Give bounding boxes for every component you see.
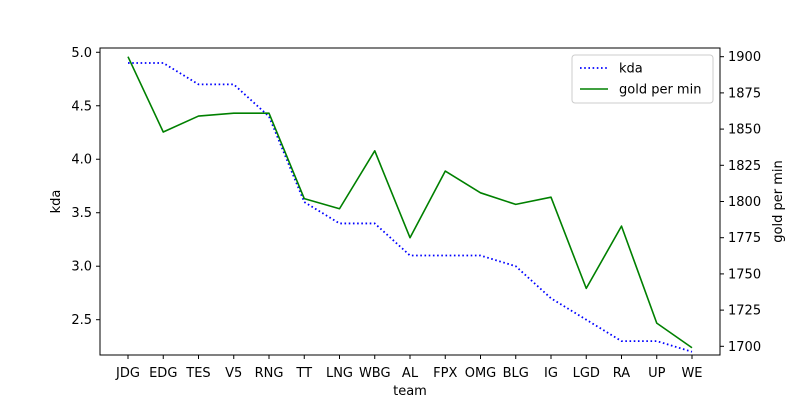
x-axis-title: team <box>393 384 427 399</box>
y2-tick-label: 1725 <box>728 304 761 319</box>
x-tick-label: TT <box>295 366 312 381</box>
y2-tick-label: 1775 <box>728 231 761 246</box>
x-tick-label: RA <box>613 366 631 381</box>
x-axis: JDG EDG TES V5 RNG TT LNG WBG AL FPX OMG BLG IG LGD RA… <box>115 355 703 381</box>
x-tick-label: UP <box>648 366 666 381</box>
x-tick-label: JDG <box>115 366 140 381</box>
y2-tick-label: 1700 <box>728 340 761 355</box>
y2-tick-label: 1800 <box>728 195 761 210</box>
series-line-0 <box>128 62 693 353</box>
y-tick-label: 2.5 <box>71 313 92 328</box>
right-axis: 1700 1725 1750 1775 1800 1825 1850 1875 1900 <box>720 50 761 355</box>
y2-tick-label: 1900 <box>728 50 761 65</box>
y-tick-label: 3.0 <box>71 260 92 275</box>
y2-tick-label: 1875 <box>728 86 761 101</box>
x-tick-label: WE <box>681 366 702 381</box>
legend-label-kda: kda <box>619 62 643 77</box>
x-tick-label: EDG <box>149 366 177 381</box>
y2-axis-title: gold per min <box>771 160 786 242</box>
legend-label-gold-per-min: gold per min <box>619 83 701 98</box>
x-tick-label: V5 <box>225 366 242 381</box>
x-tick-label: RNG <box>255 366 284 381</box>
y2-tick-label: 1825 <box>728 159 761 174</box>
x-tick-label: LNG <box>326 366 353 381</box>
x-tick-label: BLG <box>503 366 529 381</box>
y-axis-title: kda <box>49 190 64 214</box>
series-line-1 <box>127 56 693 349</box>
x-tick-label: AL <box>402 366 419 381</box>
x-tick-label: LGD <box>573 366 600 381</box>
x-tick-label: FPX <box>433 366 457 381</box>
x-tick-label: IG <box>544 366 558 381</box>
y-tick-label: 3.5 <box>71 206 92 221</box>
y-tick-label: 4.0 <box>71 153 92 168</box>
left-axis: 2.5 3.0 3.5 4.0 4.5 5.0 <box>71 46 100 328</box>
legend-box <box>571 54 714 104</box>
y-tick-label: 5.0 <box>71 46 92 61</box>
series-layer <box>127 56 693 353</box>
y2-tick-label: 1750 <box>728 267 761 282</box>
y-tick-label: 4.5 <box>71 99 92 114</box>
x-tick-label: WBG <box>359 366 391 381</box>
legend: kda gold per min <box>571 54 714 104</box>
y2-tick-label: 1850 <box>728 123 761 138</box>
x-tick-label: TES <box>185 366 210 381</box>
x-tick-label: OMG <box>465 366 497 381</box>
